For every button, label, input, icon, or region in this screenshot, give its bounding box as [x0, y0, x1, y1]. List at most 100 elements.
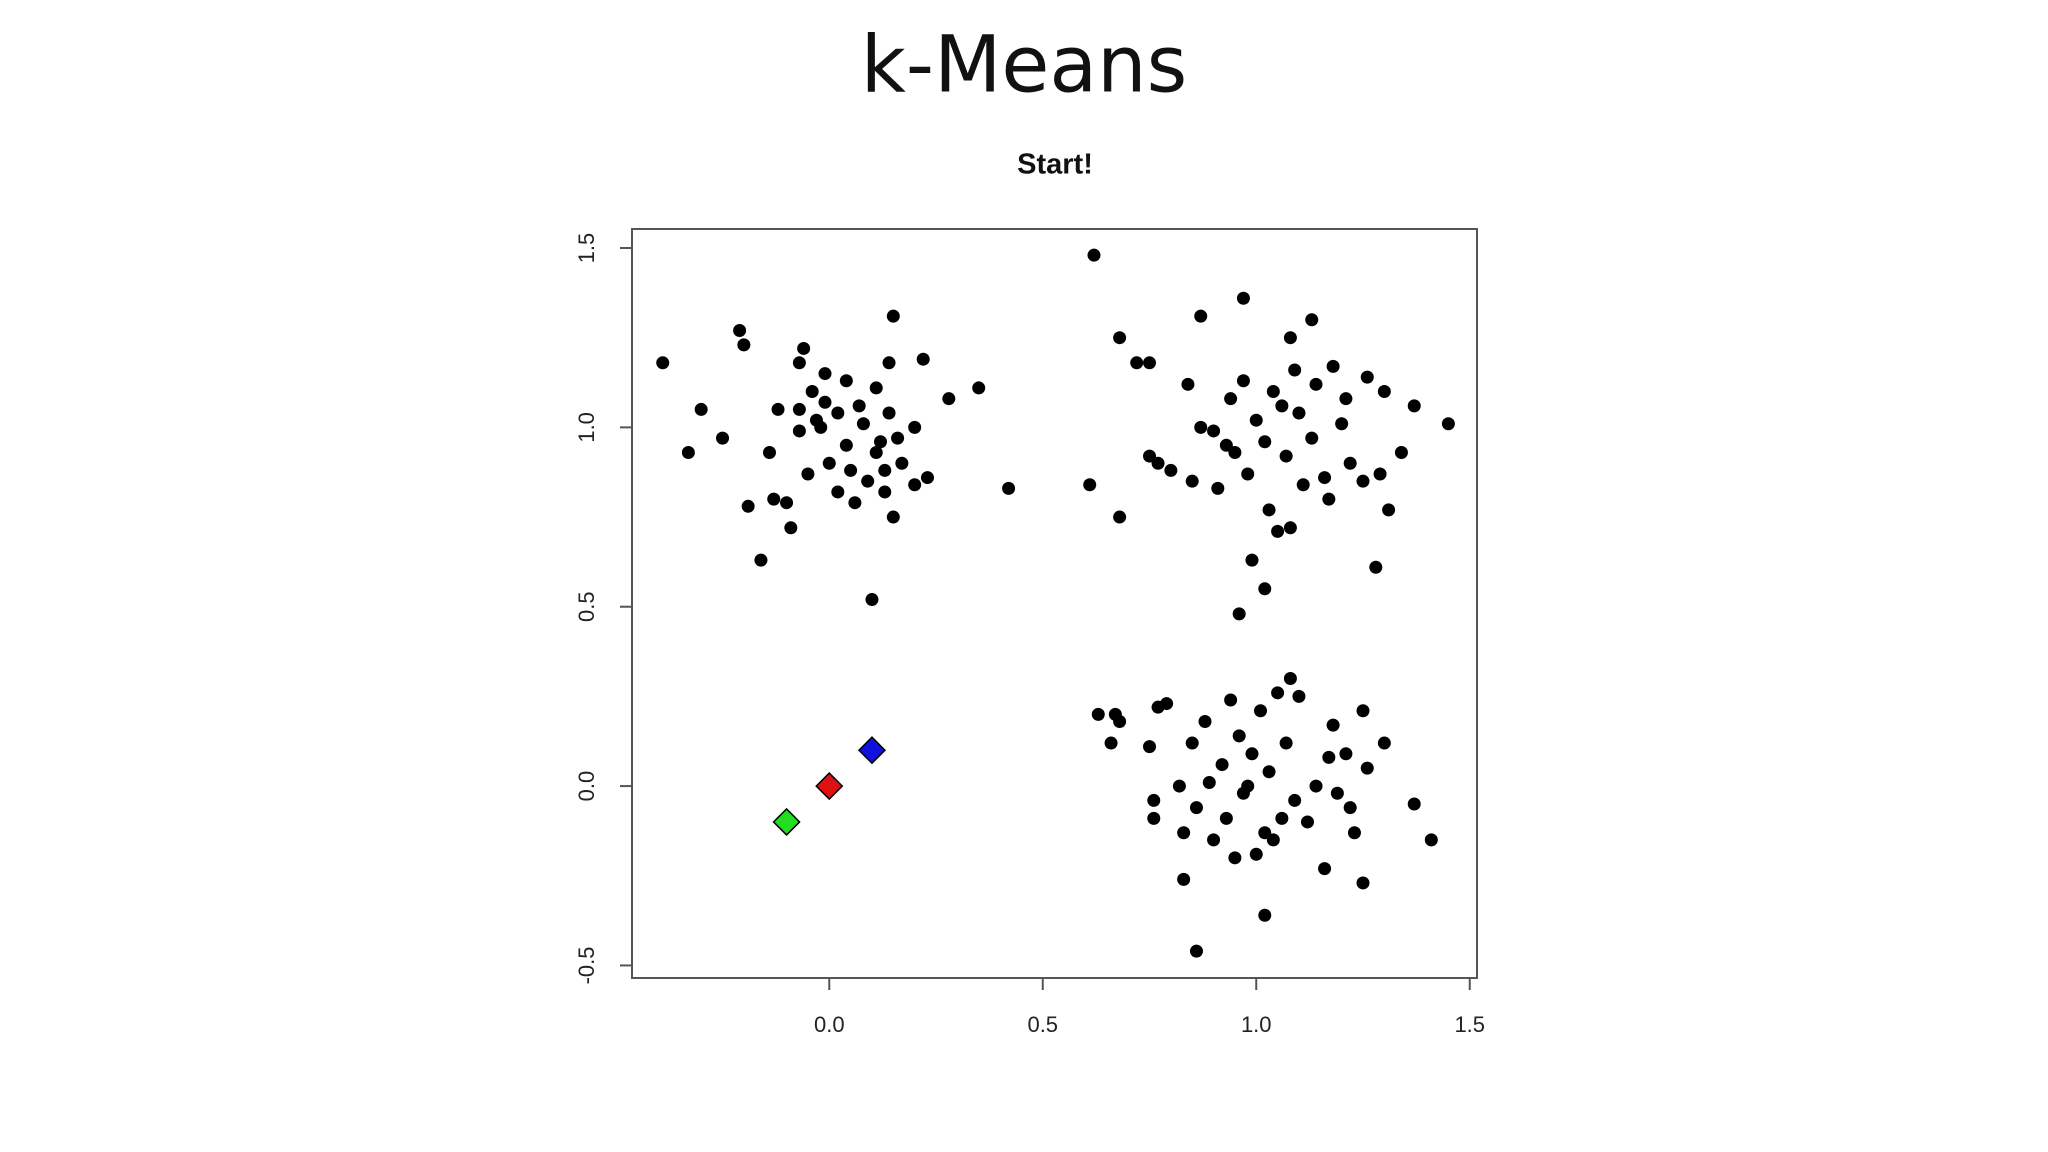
y-tick-label: 1.0: [574, 412, 599, 443]
x-tick-label: 0.0: [814, 1012, 845, 1037]
point: [1189, 801, 1203, 815]
point: [861, 474, 875, 488]
point: [882, 356, 896, 370]
point: [762, 445, 776, 459]
point: [1356, 474, 1370, 488]
point: [1258, 582, 1272, 596]
point: [1296, 478, 1310, 492]
point: [1202, 775, 1216, 789]
point: [1219, 811, 1233, 825]
point: [1339, 392, 1353, 406]
point: [1207, 424, 1221, 438]
point: [1130, 356, 1144, 370]
point: [1194, 309, 1208, 323]
point: [1091, 707, 1105, 721]
point: [1241, 779, 1255, 793]
point: [1211, 481, 1225, 495]
point: [1185, 736, 1199, 750]
point: [1262, 765, 1276, 779]
point: [1143, 356, 1157, 370]
point: [1394, 445, 1408, 459]
point: [1441, 417, 1455, 431]
point: [1382, 503, 1396, 517]
point: [878, 463, 892, 477]
point: [754, 553, 768, 567]
point: [874, 435, 888, 449]
centroid: [815, 772, 844, 801]
point: [1326, 359, 1340, 373]
point: [908, 420, 922, 434]
point: [784, 521, 798, 535]
point: [814, 420, 828, 434]
point: [1147, 811, 1161, 825]
point: [1271, 524, 1285, 538]
point: [1254, 704, 1268, 718]
point: [1339, 747, 1353, 761]
point: [878, 485, 892, 499]
point: [848, 496, 862, 510]
point: [920, 471, 934, 485]
point: [1322, 750, 1336, 764]
point: [792, 356, 806, 370]
y-tick-label: 0.5: [574, 591, 599, 622]
point: [1002, 481, 1016, 495]
point: [1143, 740, 1157, 754]
point: [895, 456, 909, 470]
point: [1249, 847, 1263, 861]
point: [716, 431, 730, 445]
x-tick-label: 1.0: [1241, 1012, 1272, 1037]
point: [942, 392, 956, 406]
y-tick-label: 1.5: [574, 233, 599, 264]
point: [831, 485, 845, 499]
point: [839, 438, 853, 452]
point: [1318, 862, 1332, 876]
point: [1283, 671, 1297, 685]
point: [839, 374, 853, 388]
point: [1172, 779, 1186, 793]
point: [1189, 944, 1203, 958]
point: [1241, 467, 1255, 481]
point: [1113, 331, 1127, 345]
point: [1258, 826, 1272, 840]
point: [972, 381, 986, 395]
point: [869, 381, 883, 395]
point: [1198, 715, 1212, 729]
point: [1236, 374, 1250, 388]
point: [1271, 686, 1285, 700]
point: [1356, 876, 1370, 890]
y-tick-label: 0.0: [574, 771, 599, 802]
point: [1283, 331, 1297, 345]
point: [1224, 392, 1238, 406]
point: [1266, 833, 1280, 847]
point: [856, 417, 870, 431]
point: [805, 384, 819, 398]
point: [844, 463, 858, 477]
point: [818, 367, 832, 381]
point: [1177, 826, 1191, 840]
point: [852, 399, 866, 413]
point: [681, 445, 695, 459]
point: [656, 356, 670, 370]
centroid: [857, 736, 887, 765]
point: [1309, 779, 1323, 793]
point: [792, 424, 806, 438]
point: [1181, 377, 1195, 391]
point: [886, 309, 900, 323]
point: [1143, 449, 1157, 463]
point: [831, 406, 845, 420]
point: [1343, 801, 1357, 815]
point: [1424, 833, 1438, 847]
point: [1087, 248, 1101, 262]
point: [1292, 406, 1306, 420]
point: [1228, 851, 1242, 865]
point: [869, 445, 883, 459]
point: [1275, 399, 1289, 413]
slide-title: k-Means: [861, 20, 1187, 110]
point: [1369, 560, 1383, 574]
point: [1279, 449, 1293, 463]
point: [801, 467, 815, 481]
point: [767, 492, 781, 506]
y-tick-label: -0.5: [574, 946, 599, 984]
